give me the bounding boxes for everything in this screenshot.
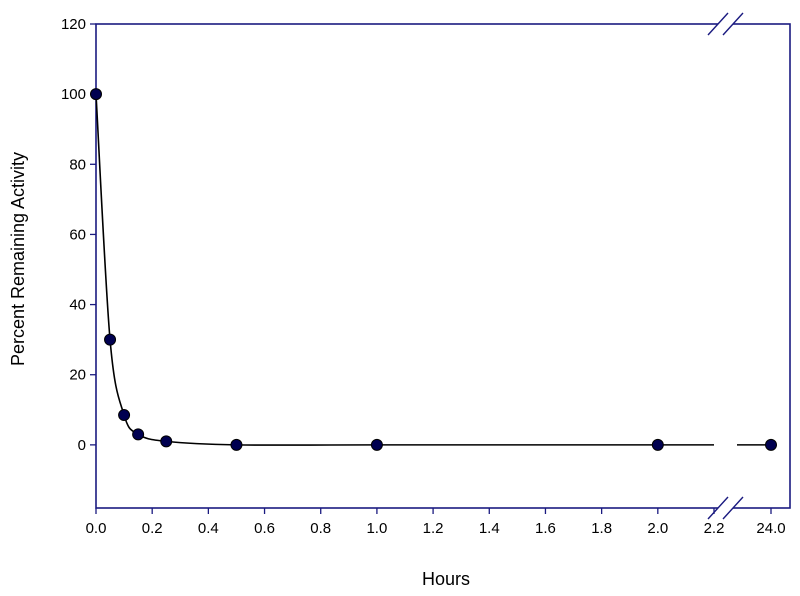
y-tick-label: 40 [69,297,86,314]
x-tick-label: 0.0 [86,520,107,537]
x-tick-label: 2.0 [647,520,668,537]
y-tick-label: 120 [61,16,86,33]
break-slash [707,496,729,520]
x-tick-label: 0.4 [198,520,219,537]
break-slash [707,12,729,36]
data-point [230,438,243,451]
break-slash [722,496,744,520]
data-point [370,438,383,451]
plot-frame [95,23,791,509]
axis-break [707,12,744,520]
break-slash [722,12,744,36]
data-point [90,88,102,101]
x-tick-label: 1.8 [591,520,612,537]
data-point [104,333,117,346]
y-tick-label: 0 [78,437,86,454]
x-axis-title: Hours [422,569,470,589]
x-tick-label: 0.2 [142,520,163,537]
y-tick-label: 20 [69,367,86,384]
data-point [765,438,777,451]
x-tick-label: 1.6 [535,520,556,537]
y-tick-label: 60 [69,226,86,243]
y-tick-label: 100 [61,86,86,103]
break-gap [718,21,733,27]
series-layer [90,88,777,451]
y-tick-label: 80 [69,156,86,173]
x-tick-label: 1.4 [479,520,500,537]
data-point [651,438,664,451]
x-tick-label: 24.0 [756,520,785,537]
x-tick-label: 1.0 [366,520,387,537]
x-tick-label: 2.2 [704,520,725,537]
data-point [132,428,145,441]
axes: 0.0 0.2 0.4 0.6 0.8 1.0 1.2 1.4 1.6 1.8 2.0 2.2 24.0… [61,16,791,537]
x-tick-label: 0.8 [310,520,331,537]
data-point [118,409,131,422]
x-tick-label: 0.6 [254,520,275,537]
data-point [160,435,173,448]
x-tick-label: 1.2 [423,520,444,537]
series-line [95,94,714,446]
break-gap [718,505,733,511]
y-axis-title: Percent Remaining Activity [8,152,28,366]
